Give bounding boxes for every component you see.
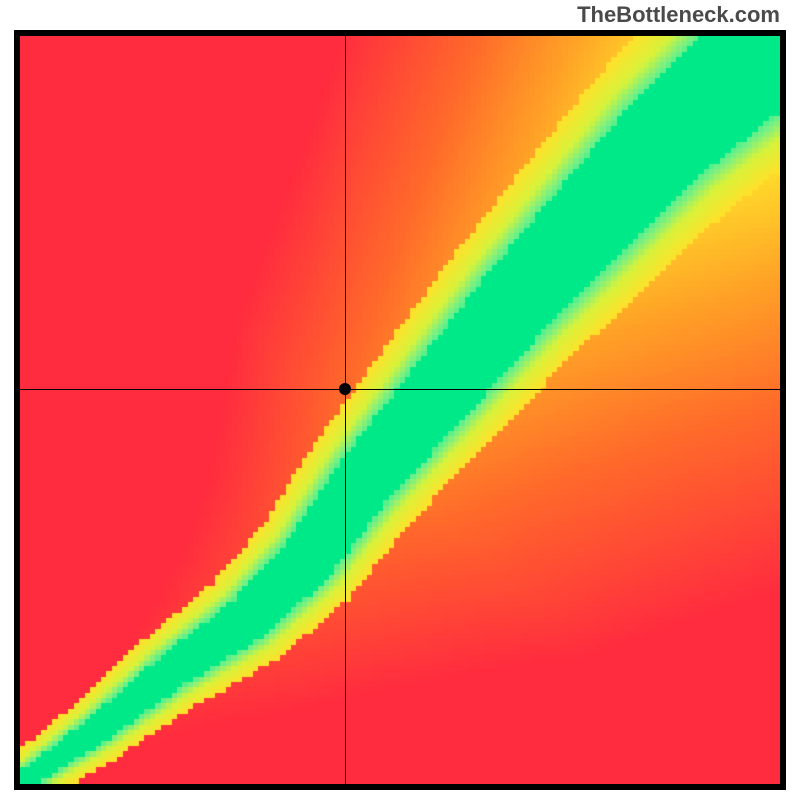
chart-frame — [14, 30, 786, 790]
crosshair-marker — [339, 383, 351, 395]
crosshair-horizontal — [20, 389, 780, 390]
crosshair-vertical — [345, 36, 346, 784]
heatmap-canvas — [20, 36, 780, 784]
plot-area — [20, 36, 780, 784]
chart-container: TheBottleneck.com — [0, 0, 800, 800]
watermark-text: TheBottleneck.com — [577, 2, 780, 28]
